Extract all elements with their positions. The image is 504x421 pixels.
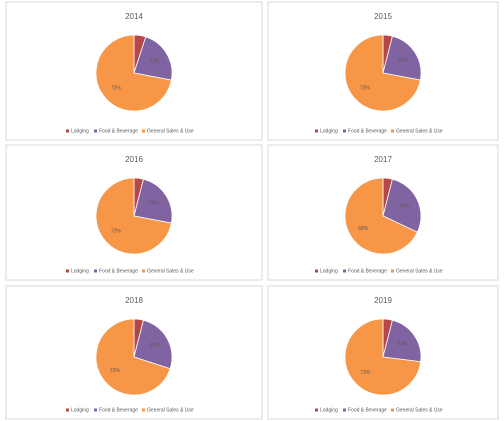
- pie-slice: [133, 178, 173, 224]
- pie-slice: [95, 177, 172, 255]
- chart-title: 2016: [125, 155, 143, 164]
- legend-swatch: [315, 269, 318, 273]
- legend-label: Lodging: [71, 128, 89, 134]
- legend-label: General Sales & Use: [147, 268, 194, 274]
- pie-slice: [95, 318, 171, 396]
- legend-swatch: [94, 408, 97, 412]
- data-label: 73%: [360, 370, 371, 376]
- chart-title: 2019: [374, 296, 392, 305]
- data-label: 24%: [149, 201, 160, 207]
- chart-title: 2015: [374, 12, 392, 21]
- legend-label: Food & Beverage: [99, 407, 138, 413]
- pie-slice: [382, 178, 422, 233]
- data-label: 23%: [149, 58, 160, 64]
- pie-slice: [344, 318, 422, 396]
- legend-label: Lodging: [71, 268, 89, 274]
- legend-swatch: [315, 408, 318, 412]
- legend-swatch: [142, 408, 145, 412]
- legend-label: Food & Beverage: [99, 128, 138, 134]
- legend-swatch: [315, 129, 318, 133]
- data-label: 26%: [150, 343, 161, 349]
- legend-swatch: [94, 129, 97, 133]
- legend-swatch: [94, 269, 97, 273]
- chart-title: 2014: [125, 12, 143, 21]
- legend-label: Food & Beverage: [348, 407, 387, 413]
- data-label: 68%: [358, 226, 369, 232]
- data-label: 72%: [111, 85, 122, 91]
- legend-swatch: [391, 269, 394, 273]
- legend-swatch: [343, 408, 346, 412]
- legend-label: General Sales & Use: [147, 407, 194, 413]
- legend-label: Food & Beverage: [348, 128, 387, 134]
- legend-label: Lodging: [320, 407, 338, 413]
- legend-swatch: [66, 408, 69, 412]
- pie-slice: [382, 319, 422, 363]
- pie-slice: [382, 35, 422, 81]
- legend-swatch: [66, 269, 69, 273]
- pie-slice: [344, 34, 421, 112]
- legend-swatch: [343, 129, 346, 133]
- legend-label: General Sales & Use: [396, 128, 443, 134]
- chart-title: 2017: [374, 155, 392, 164]
- legend-label: General Sales & Use: [396, 407, 443, 413]
- legend-label: General Sales & Use: [147, 128, 194, 134]
- chart-title: 2018: [125, 296, 143, 305]
- pie-slice: [95, 34, 172, 112]
- data-label: 4%: [133, 331, 141, 337]
- legend-swatch: [343, 269, 346, 273]
- legend-label: Food & Beverage: [99, 268, 138, 274]
- pie-slice: [133, 319, 173, 370]
- data-label: 23%: [397, 341, 408, 347]
- pie-slice: [344, 177, 418, 255]
- legend-label: Food & Beverage: [348, 268, 387, 274]
- legend-swatch: [142, 129, 145, 133]
- legend-label: Lodging: [71, 407, 89, 413]
- legend-label: Lodging: [320, 268, 338, 274]
- pie-slice: [133, 36, 173, 81]
- legend-swatch: [142, 269, 145, 273]
- legend-swatch: [391, 129, 394, 133]
- legend-label: General Sales & Use: [396, 268, 443, 274]
- data-label: 70%: [110, 368, 121, 374]
- data-label: 72%: [111, 228, 122, 234]
- data-label: 28%: [399, 203, 410, 209]
- legend-label: Lodging: [320, 128, 338, 134]
- data-label: 72%: [360, 85, 371, 91]
- legend-swatch: [66, 129, 69, 133]
- legend-swatch: [391, 408, 394, 412]
- data-label: 24%: [398, 58, 409, 64]
